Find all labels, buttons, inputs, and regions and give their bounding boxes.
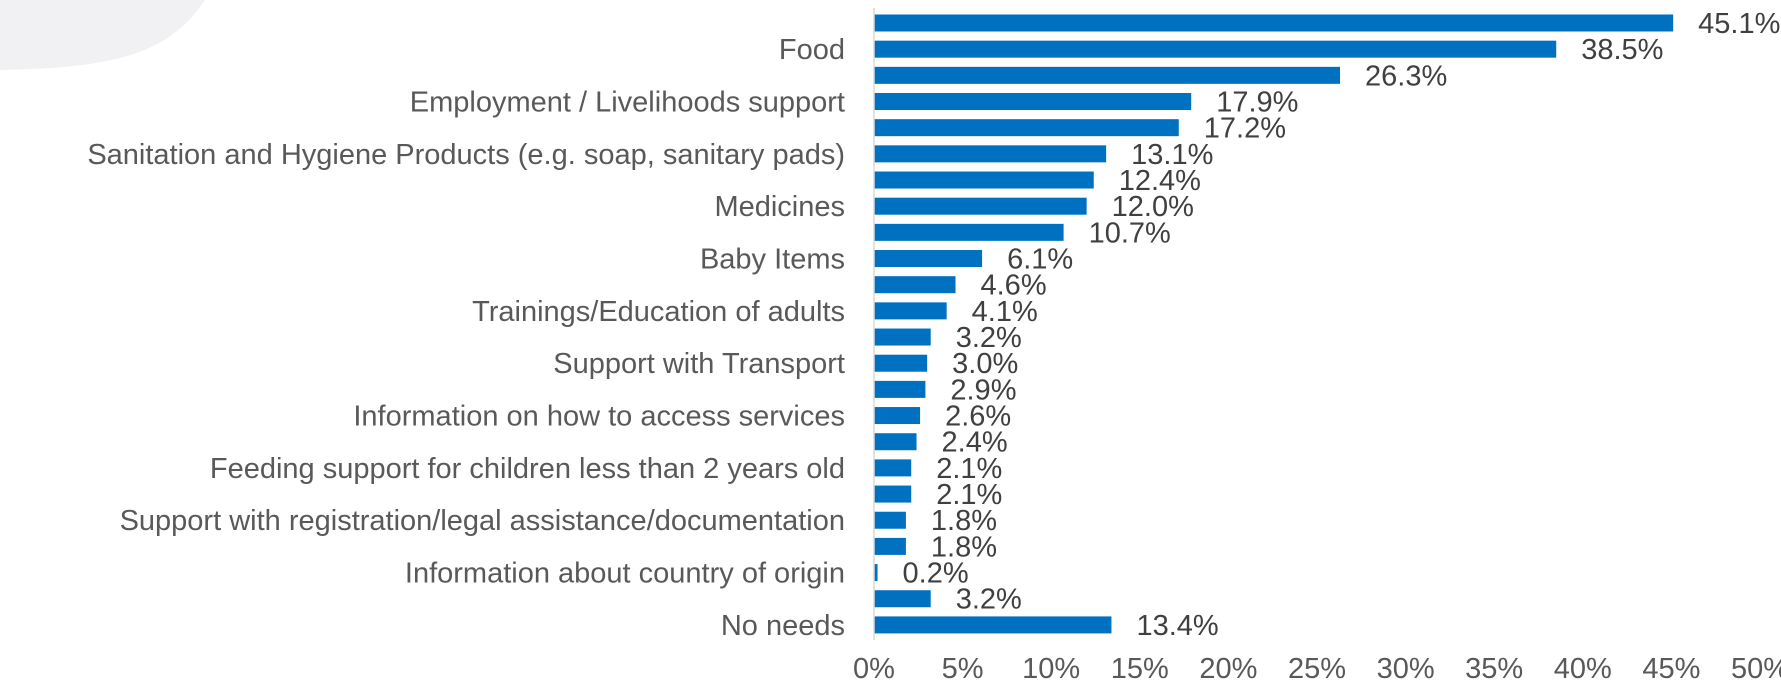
bar	[874, 433, 917, 451]
value-label: 17.2%	[1204, 113, 1286, 145]
value-label: 6.1%	[1007, 244, 1073, 276]
category-label: Information on how to access services	[353, 401, 845, 433]
bar	[874, 485, 912, 503]
bar	[874, 66, 1341, 84]
x-tick-label: 25%	[1288, 653, 1346, 685]
x-tick-label: 30%	[1377, 653, 1435, 685]
category-label: Food	[779, 34, 845, 66]
x-tick-label: 15%	[1111, 653, 1169, 685]
bar	[874, 511, 906, 529]
value-label: 2.1%	[936, 453, 1002, 485]
bar	[874, 223, 1064, 241]
bar	[874, 145, 1107, 163]
bar	[874, 302, 947, 320]
value-label: 10.7%	[1089, 217, 1171, 249]
category-label: Support with registration/legal assistan…	[120, 505, 845, 537]
value-label: 12.4%	[1119, 165, 1201, 197]
category-label: Trainings/Education of adults	[472, 296, 845, 328]
category-label: Baby Items	[700, 244, 845, 276]
x-tick-label: 20%	[1199, 653, 1257, 685]
value-label: 4.6%	[981, 270, 1047, 302]
value-label: 0.2%	[903, 558, 969, 590]
category-label: Employment / Livelihoods support	[410, 87, 845, 119]
category-label: Medicines	[714, 191, 845, 223]
bar	[874, 459, 912, 477]
background-decoration	[0, 0, 205, 70]
bar	[874, 564, 878, 582]
bar	[874, 590, 931, 608]
bar	[874, 354, 928, 372]
bar	[874, 276, 956, 294]
value-label: 2.6%	[945, 401, 1011, 433]
value-label: 4.1%	[972, 296, 1038, 328]
category-label: Sanitation and Hygiene Products (e.g. so…	[87, 139, 845, 171]
x-tick-label: 40%	[1554, 653, 1612, 685]
category-label: Support with Transport	[553, 348, 845, 380]
value-label: 1.8%	[931, 505, 997, 537]
value-label: 13.1%	[1131, 139, 1213, 171]
bar	[874, 407, 921, 425]
value-label: 1.8%	[931, 531, 997, 563]
bar	[874, 250, 983, 268]
bar	[874, 119, 1179, 137]
bar	[874, 537, 906, 555]
bar	[874, 197, 1087, 215]
bar	[874, 616, 1112, 634]
bar	[874, 328, 931, 346]
bar	[874, 40, 1557, 58]
value-label: 38.5%	[1581, 34, 1663, 66]
value-label: 3.2%	[956, 584, 1022, 616]
category-label: No needs	[721, 610, 845, 642]
value-label: 3.2%	[956, 322, 1022, 354]
x-tick-label: 0%	[853, 653, 895, 685]
category-label: Information about country of origin	[405, 558, 845, 590]
value-label: 13.4%	[1136, 610, 1218, 642]
x-tick-label: 35%	[1465, 653, 1523, 685]
value-label: 2.4%	[942, 427, 1008, 459]
value-label: 17.9%	[1216, 87, 1298, 119]
category-label: Feeding support for children less than 2…	[210, 453, 845, 485]
x-tick-label: 10%	[1022, 653, 1080, 685]
value-label: 45.1%	[1698, 8, 1780, 40]
bar	[874, 93, 1192, 111]
value-label: 12.0%	[1112, 191, 1194, 223]
value-label: 26.3%	[1365, 60, 1447, 92]
x-tick-label: 5%	[942, 653, 984, 685]
value-label: 2.1%	[936, 479, 1002, 511]
x-tick-label: 50%	[1731, 653, 1781, 685]
x-tick-label: 45%	[1642, 653, 1700, 685]
bar	[874, 171, 1094, 189]
bar	[874, 380, 926, 398]
value-label: 2.9%	[950, 374, 1016, 406]
bar	[874, 14, 1674, 32]
value-label: 3.0%	[952, 348, 1018, 380]
